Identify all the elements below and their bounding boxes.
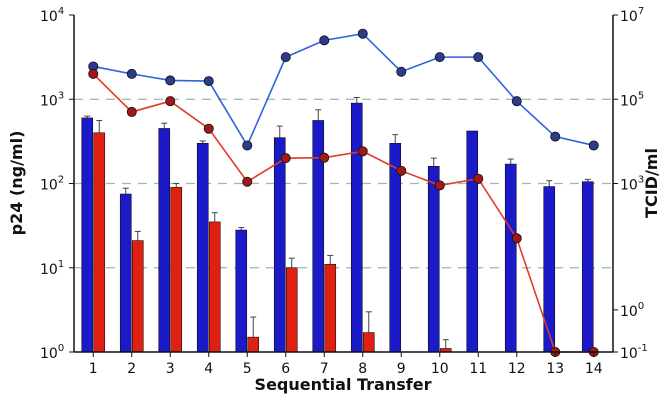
bar [466, 130, 479, 353]
y-tick-label: 104 [40, 6, 64, 25]
data-point [473, 52, 484, 63]
x-tick-label: 3 [166, 361, 175, 377]
bar [93, 132, 106, 353]
data-point [550, 131, 561, 142]
bar [273, 137, 286, 353]
grid-lines [74, 98, 613, 269]
bar [170, 187, 183, 353]
data-point [126, 68, 137, 79]
x-axis-title: Sequential Transfer [255, 375, 432, 394]
bar [543, 186, 556, 353]
x-tick-label: 2 [127, 361, 136, 377]
series-line [92, 73, 594, 353]
lines [88, 28, 599, 357]
y-tick-label: 101 [40, 259, 64, 278]
bar [158, 128, 171, 353]
bar [247, 336, 260, 353]
right-axis-title: TCID/ml [642, 148, 661, 218]
x-tick-label: 11 [469, 361, 487, 377]
bar [504, 163, 517, 353]
y-tick-label: 10-1 [620, 343, 648, 362]
y-tick-label: 103 [620, 175, 644, 194]
bar [208, 221, 221, 353]
data-point [434, 180, 445, 191]
bars [81, 96, 594, 353]
data-point [126, 106, 137, 117]
data-point [165, 96, 176, 107]
bar [324, 263, 337, 353]
data-point [473, 173, 484, 184]
data-point [88, 68, 99, 79]
data-point [280, 153, 291, 164]
x-tick-label: 5 [243, 361, 252, 377]
y-tick-label: 103 [40, 90, 64, 109]
bar [235, 229, 248, 353]
data-point [203, 76, 214, 87]
series-line [93, 32, 594, 148]
data-point [319, 152, 330, 163]
x-tick-label: 12 [508, 361, 526, 377]
data-point [319, 35, 330, 46]
y-tick-label: 105 [620, 90, 644, 109]
x-tick-label: 13 [546, 361, 564, 377]
bar [81, 117, 94, 353]
bar [119, 193, 132, 353]
ticks: 1 2 3 4 5 6 7 8 9 10 11 12 13 1410010110210310410-110… [40, 6, 648, 377]
data-point [396, 66, 407, 77]
x-tick-label: 10 [431, 361, 449, 377]
x-tick-label: 7 [320, 361, 329, 377]
bar [581, 181, 594, 353]
left-axis-title: p24 (ng/ml) [7, 131, 26, 236]
x-tick-label: 14 [585, 361, 603, 377]
data-point [357, 146, 368, 157]
data-point [511, 96, 522, 107]
data-point [242, 140, 253, 151]
data-point [242, 176, 253, 187]
data-point [511, 233, 522, 244]
data-point [588, 140, 599, 151]
bar [362, 332, 375, 353]
y-tick-label: 100 [620, 301, 644, 320]
x-tick-label: 9 [397, 361, 406, 377]
y-tick-label: 102 [40, 175, 64, 194]
x-tick-label: 1 [89, 361, 98, 377]
bar [131, 240, 144, 353]
data-point [434, 52, 445, 63]
x-tick-label: 4 [204, 361, 213, 377]
bar [196, 143, 209, 353]
data-point [280, 52, 291, 63]
data-point [165, 75, 176, 86]
x-tick-label: 8 [358, 361, 367, 377]
data-point [203, 123, 214, 134]
x-tick-label: 6 [281, 361, 290, 377]
data-point [396, 165, 407, 176]
y-tick-label: 100 [40, 343, 64, 362]
bar [350, 102, 363, 353]
y-tick-label: 107 [620, 6, 644, 25]
bar [285, 267, 298, 353]
data-point [357, 28, 368, 39]
bar [427, 166, 440, 353]
